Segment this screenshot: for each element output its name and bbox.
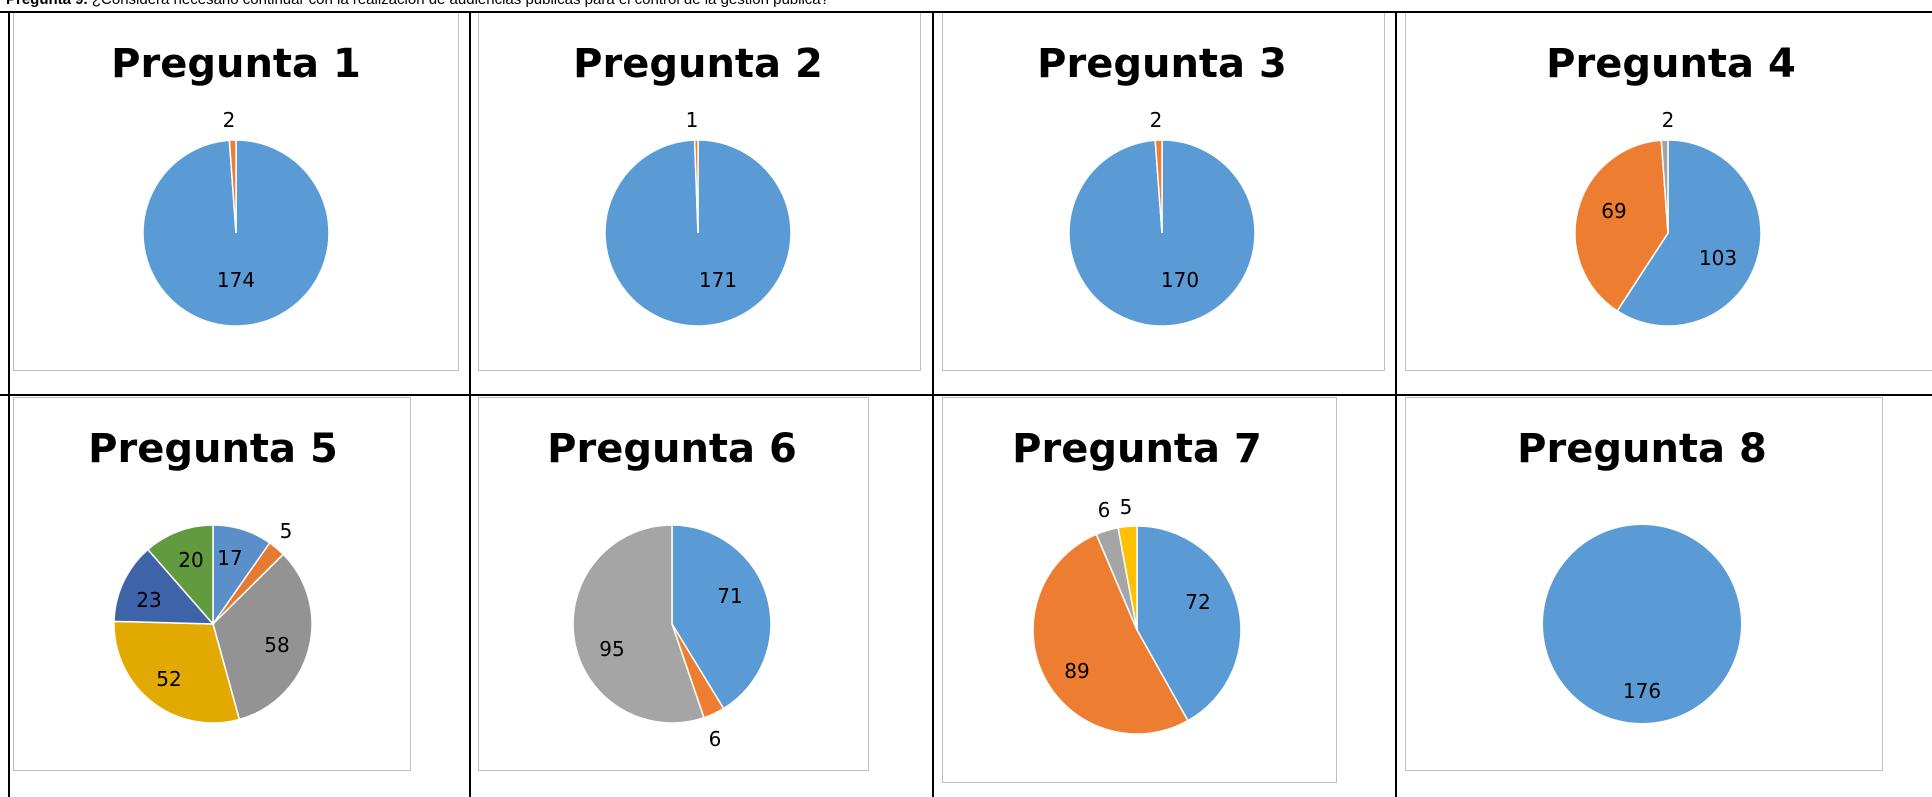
data-label: 5 [1120, 495, 1133, 519]
pie-slice-5 [1117, 525, 1138, 631]
data-label: 6 [709, 727, 722, 751]
chart-title: Pregunta 6 [547, 426, 797, 472]
pie-chart-4: Pregunta 4 103 69 2 [1546, 41, 1796, 327]
data-label: 5 [280, 519, 293, 543]
chart-title: Pregunta 8 [1517, 426, 1767, 472]
pie-slice-95 [572, 524, 705, 724]
data-label: 2 [1662, 108, 1675, 132]
data-label: 1 [686, 108, 699, 132]
data-label: 71 [717, 584, 742, 608]
data-label: 2 [1150, 108, 1163, 132]
question-header: Pregunta 9. ¿Considera necesario continu… [6, 0, 829, 8]
question-text: ¿Considera necesario continuar con la re… [92, 0, 829, 8]
pie-slice-89 [1032, 533, 1189, 735]
data-label: 20 [178, 548, 203, 572]
chart-title: Pregunta 4 [1546, 41, 1796, 87]
chart-title: Pregunta 2 [573, 41, 823, 87]
pie-slice-1 [693, 139, 699, 234]
pie-chart-3: Pregunta 3 170 2 [1037, 41, 1287, 327]
pie-slice-58 [212, 553, 313, 721]
data-label: 6 [1098, 498, 1111, 522]
pie-slice-52 [113, 620, 241, 724]
pie-slice-23 [113, 548, 215, 625]
data-label: 72 [1185, 590, 1210, 614]
pie-chart-1: Pregunta 1 174 2 [111, 41, 361, 327]
pie-chart-7: Pregunta 7 72 89 6 5 [1012, 426, 1262, 735]
chart-title: Pregunta 5 [88, 426, 338, 472]
data-label: 2 [223, 108, 236, 132]
data-label: 95 [599, 637, 624, 661]
pie-chart-2: Pregunta 2 171 1 [573, 41, 823, 327]
data-label: 170 [1161, 268, 1199, 292]
pie-slice-176 [1543, 525, 1741, 723]
pie-slice-72 [1136, 525, 1242, 722]
data-label: 171 [699, 268, 737, 292]
chart-title: Pregunta 7 [1012, 426, 1262, 472]
pie-chart-8: Pregunta 8 176 [1517, 426, 1767, 723]
pie-slice-2 [1660, 139, 1669, 234]
pie-slice-103 [1616, 139, 1762, 327]
data-label: 176 [1623, 679, 1661, 703]
pie-slice-71 [671, 524, 772, 710]
pie-slice-2 [228, 139, 237, 234]
pie-chart-6: Pregunta 6 71 6 95 [547, 426, 797, 751]
pie-slice-69 [1574, 139, 1669, 312]
chart-title: Pregunta 1 [111, 41, 361, 87]
question-label: Pregunta 9. [6, 0, 88, 8]
data-label: 58 [264, 633, 289, 657]
data-label: 69 [1601, 199, 1626, 223]
data-label: 17 [217, 546, 242, 570]
pie-slice-20 [146, 524, 214, 626]
pie-slice-2 [1154, 139, 1163, 234]
chart-title: Pregunta 3 [1037, 41, 1287, 87]
data-label: 89 [1064, 659, 1089, 683]
data-label: 23 [136, 588, 161, 612]
data-label: 52 [156, 667, 181, 691]
data-label: 174 [217, 268, 255, 292]
pie-chart-5: Pregunta 5 17 5 58 52 23 20 [88, 426, 338, 724]
data-label: 103 [1699, 246, 1737, 270]
